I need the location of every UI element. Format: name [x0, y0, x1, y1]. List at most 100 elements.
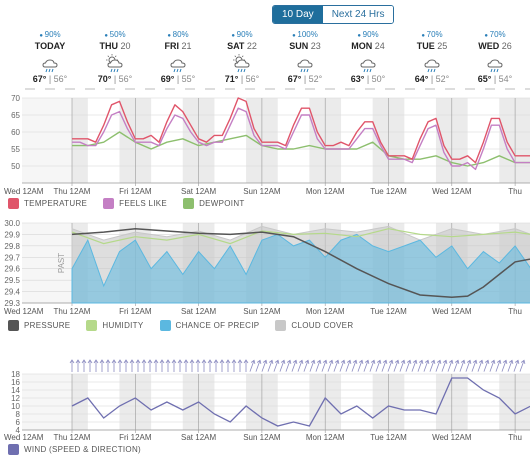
- y-tick-label: 29.4: [4, 288, 20, 297]
- precip-chance: ● 90%: [19, 30, 81, 40]
- day-forecast[interactable]: ● 90% SAT 22 71° | 56°: [211, 30, 273, 85]
- rain-drop: [303, 68, 306, 73]
- arrow-head: [99, 359, 105, 364]
- rain-cloud-icon: [487, 59, 503, 73]
- legend-feels-like[interactable]: FEELS LIKE: [103, 198, 167, 209]
- legend-wind[interactable]: WIND (SPEED & DIRECTION): [8, 444, 141, 455]
- arrow-head: [490, 359, 496, 364]
- precip-value: 90%: [236, 30, 253, 39]
- cloud-shape: [107, 59, 123, 68]
- day-temps: 64° | 52°: [401, 74, 463, 85]
- temp-separator: |: [491, 74, 499, 84]
- rain-drop: [490, 68, 493, 73]
- arrow-head: [123, 359, 129, 364]
- x-tick-label: Thu 12AM: [54, 433, 91, 442]
- arrow-head: [298, 359, 304, 364]
- arrow-shaft: [255, 360, 261, 372]
- temp-separator: |: [111, 74, 119, 84]
- arrow-shaft: [333, 360, 339, 372]
- arrow-shaft: [381, 360, 387, 372]
- series-wind: [71, 377, 530, 427]
- arrow-shaft: [375, 360, 381, 372]
- wind-arrow: [147, 359, 153, 372]
- arrow-head: [472, 359, 478, 364]
- wind-arrow: [189, 359, 195, 372]
- wind-arrow: [105, 359, 111, 372]
- arrow-head: [189, 359, 195, 364]
- arrow-shaft: [363, 360, 369, 372]
- wind-arrow: [195, 359, 201, 372]
- legend-chance-of-precip[interactable]: CHANCE OF PRECIP: [159, 320, 260, 331]
- arrow-shaft: [261, 360, 267, 372]
- y-tick-label: 29.3: [4, 299, 20, 308]
- arrow-head: [93, 359, 99, 364]
- day-temps: 70° | 56°: [84, 74, 146, 85]
- temperature-chart: 50 55 60 65 70 Wed 12AM Thu 12AM Fri 12AM Sat 12…: [4, 88, 530, 196]
- temperature-legend: TEMPERATURE FEELS LIKE DEWPOINT: [8, 198, 261, 209]
- arrow-shaft: [399, 360, 405, 372]
- hour-tick-marker: [125, 88, 135, 90]
- legend-humidity[interactable]: HUMIDITY: [86, 320, 143, 331]
- x-tick-label: Thu: [508, 187, 522, 196]
- y-tick-label: 4: [16, 426, 21, 435]
- y-tick-label: 18: [11, 370, 20, 379]
- sun-ray: [234, 55, 237, 58]
- y-tick-label: 29.7: [4, 253, 20, 262]
- arrow-shaft: [411, 360, 417, 372]
- low-temp: 54°: [498, 74, 513, 84]
- arrow-head: [346, 359, 352, 364]
- precip-value: 80%: [172, 30, 189, 39]
- rain-drop: [113, 68, 116, 73]
- legend-cloud-cover[interactable]: CLOUD COVER: [275, 320, 353, 331]
- legend-dewpoint[interactable]: DEWPOINT: [183, 198, 245, 209]
- day-label: WED: [478, 41, 500, 51]
- arrow-head: [412, 359, 418, 364]
- day-date: 21: [178, 41, 192, 51]
- legend-temperature[interactable]: TEMPERATURE: [8, 198, 87, 209]
- day-label: MON: [351, 41, 373, 51]
- day-forecast[interactable]: ● 100% SUN 23 67° | 52°: [274, 30, 336, 85]
- day-forecast[interactable]: ● 50% THU 20 70° | 56°: [84, 30, 146, 85]
- x-tick-label: Thu 12AM: [54, 307, 91, 316]
- day-forecast[interactable]: ● 70% WED 26 65° | 54°: [464, 30, 526, 85]
- day-forecast[interactable]: ● 90% TODAY 67° | 56°: [19, 30, 81, 85]
- rain-drop: [496, 68, 499, 73]
- past-region: [22, 223, 72, 303]
- x-tick-label: Fri 12AM: [119, 433, 152, 442]
- day-forecast[interactable]: ● 70% TUE 25 64° | 52°: [401, 30, 463, 85]
- hour-tick-marker: [465, 88, 475, 90]
- y-tick-label: 29.8: [4, 242, 20, 251]
- day-forecast[interactable]: ● 90% MON 24 63° | 50°: [337, 30, 399, 85]
- wind-arrow: [357, 359, 364, 372]
- arrow-head: [400, 359, 406, 364]
- x-tick-label: Sat 12AM: [181, 187, 216, 196]
- wind-arrow: [411, 359, 418, 372]
- wind-arrow: [345, 359, 352, 372]
- pressure-legend: PRESSURE HUMIDITY CHANCE OF PRECIP CLOUD…: [8, 320, 369, 331]
- legend-pressure[interactable]: PRESSURE: [8, 320, 70, 331]
- precip-value: 100%: [297, 30, 318, 39]
- wind-arrow: [249, 359, 256, 372]
- arrow-shaft: [345, 360, 351, 372]
- weather-icon-wrap: [464, 52, 526, 74]
- x-tick-label: Sat 12AM: [181, 307, 216, 316]
- day-forecast[interactable]: ● 80% FRI 21 69° | 55°: [147, 30, 209, 85]
- weather-icon-wrap: [401, 52, 463, 74]
- rain-drop: [179, 68, 182, 73]
- arrow-shaft: [477, 360, 483, 372]
- arrow-shaft: [279, 360, 285, 372]
- wind-arrow: [261, 359, 268, 372]
- ten-day-tab[interactable]: 10 Day: [273, 6, 323, 23]
- arrow-head: [430, 359, 436, 364]
- high-temp: 64°: [414, 74, 429, 84]
- wind-arrow: [225, 359, 231, 372]
- day-date: 26: [499, 41, 512, 51]
- weather-icon-wrap: [211, 52, 273, 74]
- wind-arrow: [399, 359, 406, 372]
- arrow-shaft: [315, 360, 321, 372]
- hour-tick-marker: [425, 88, 435, 90]
- next-24-hrs-tab[interactable]: Next 24 Hrs: [322, 6, 394, 23]
- night-band: [499, 374, 530, 430]
- arrow-head: [75, 359, 81, 364]
- arrow-head: [117, 359, 123, 364]
